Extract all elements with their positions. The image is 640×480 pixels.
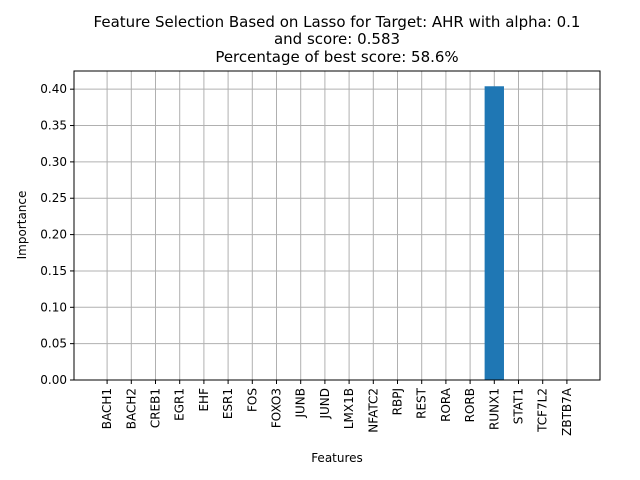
y-axis-ticks: 0.00 0.05 0.10 0.15 0.20 0.25 0.30 0.35 0.40 [40,82,74,387]
y-tick-label: 0.05 [40,337,67,351]
y-tick-label: 0.35 [40,119,67,133]
chart-title-line-2: and score: 0.583 [274,30,400,48]
y-axis-label: Importance [15,191,29,260]
x-tick-label: RORA [439,387,453,422]
x-tick-label: BACH2 [124,388,138,429]
chart-title-line-1: Feature Selection Based on Lasso for Tar… [94,13,581,31]
x-tick-label: RUNX1 [487,388,501,430]
y-tick-label: 0.00 [40,373,67,387]
x-tick-label: LMX1B [342,388,356,429]
x-tick-label: NFATC2 [366,388,380,433]
x-tick-label: TCF7L2 [536,388,550,433]
x-tick-label: ESR1 [221,388,235,419]
y-tick-label: 0.20 [40,228,67,242]
bars [484,86,504,380]
chart-title-line-3: Percentage of best score: 58.6% [215,48,458,66]
x-tick-label: RORB [463,388,477,422]
x-tick-label: FOXO3 [270,388,284,428]
x-tick-label: RBPJ [391,388,405,415]
x-tick-label: CREB1 [149,388,163,428]
x-axis-label: Features [311,451,363,465]
x-tick-label: FOS [245,388,259,412]
y-tick-label: 0.10 [40,300,67,314]
x-tick-label: JUND [318,388,332,420]
x-tick-label: EHF [197,388,211,412]
y-tick-label: 0.15 [40,264,67,278]
y-tick-label: 0.30 [40,155,67,169]
bar-runx1 [484,86,504,380]
x-tick-label: REST [415,387,429,419]
x-tick-label: BACH1 [100,388,114,429]
x-tick-label: STAT1 [512,388,526,424]
x-tick-label: EGR1 [173,388,187,421]
grid-lines [74,71,600,381]
x-tick-label: ZBTB7A [560,387,574,436]
y-tick-label: 0.40 [40,82,67,96]
x-tick-label: JUNB [294,388,308,419]
x-axis-ticks: BACH1 BACH2 CREB1 EGR1 EHF ESR1 FOS FOXO3 JUNB JU… [100,380,574,436]
plot-frame [73,70,601,381]
y-tick-label: 0.25 [40,191,67,205]
